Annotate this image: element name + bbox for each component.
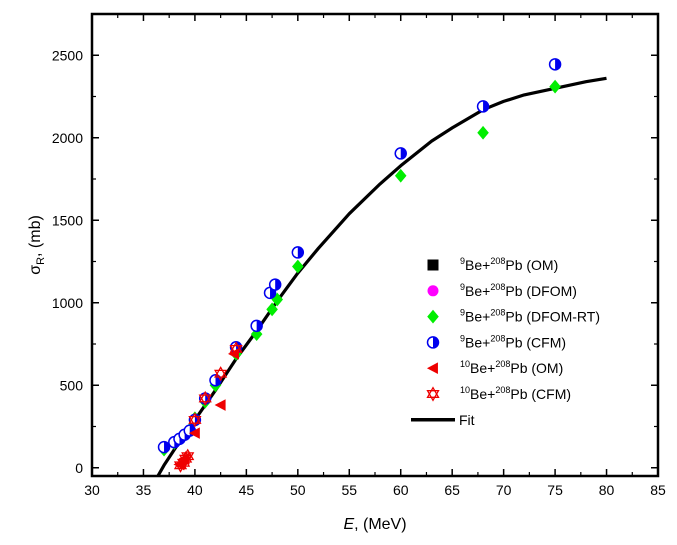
data-points-layer [157, 58, 562, 473]
x-axis-label-rest: , (MeV) [354, 516, 406, 533]
data-point-diamond [266, 302, 278, 317]
data-point-half-circle [394, 147, 407, 160]
y-axis-label-rest: , (mb) [27, 215, 44, 257]
legend-text: Be+ [465, 257, 490, 273]
data-point-star-of-david [198, 390, 212, 407]
x-tick-label: 35 [136, 482, 152, 498]
y-tick-label: 1500 [52, 212, 83, 228]
legend-item: 9Be+208Pb (DFOM) [427, 282, 577, 299]
legend-marker-star-of-david [426, 386, 440, 402]
data-point-half-circle [268, 278, 282, 291]
legend-text: Pb (DFOM) [505, 283, 577, 299]
legend: 9Be+208Pb (OM)9Be+208Pb (DFOM)9Be+208Pb … [411, 256, 600, 428]
data-point-triangle-left [227, 348, 239, 360]
legend-label: 9Be+208Pb (DFOM) [460, 282, 577, 299]
legend-sup: 9 [460, 256, 465, 266]
x-tick-label: 75 [547, 482, 563, 498]
data-point-diamond [549, 79, 561, 94]
legend-label: 10Be+208Pb (CFM) [460, 385, 571, 402]
legend-sup: 208 [490, 308, 505, 318]
data-point-diamond [394, 168, 407, 183]
legend-text: Be+ [465, 309, 490, 325]
legend-label: 9Be+208Pb (OM) [460, 256, 558, 273]
legend-item: 9Be+208Pb (CFM) [426, 333, 566, 350]
legend-sup: 208 [495, 359, 510, 369]
legend-sup: 9 [460, 333, 465, 343]
legend-item: 10Be+208Pb (OM) [426, 359, 563, 376]
y-tick-label: 500 [60, 377, 84, 393]
legend-label: 9Be+208Pb (CFM) [460, 333, 566, 350]
legend-marker-diamond [427, 309, 439, 324]
x-tick-label: 60 [393, 482, 409, 498]
plot-frame [90, 12, 660, 478]
data-point-triangle-left [188, 427, 200, 439]
legend-marker-triangle-left [426, 362, 438, 374]
data-point-star-of-david [214, 366, 228, 382]
legend-label: 10Be+208Pb (OM) [460, 359, 563, 376]
data-point-triangle-left [214, 399, 226, 411]
legend-text: Be+ [470, 386, 495, 402]
tick-layer: 30 35 40 45 50 55 60 65 70 75 80 85 0 500 1000 1500 2000… [52, 14, 666, 498]
legend-label: 9Be+208Pb (DFOM-RT) [460, 308, 600, 325]
legend-marker-square [427, 259, 439, 271]
legend-item: 9Be+208Pb (DFOM-RT) [427, 308, 600, 325]
legend-sup: 9 [460, 282, 465, 292]
x-tick-label: 30 [84, 482, 100, 498]
legend-sup: 208 [490, 256, 505, 266]
legend-sup: 10 [460, 385, 470, 395]
x-axis-label-main: E [343, 516, 354, 533]
data-point-half-circle [157, 440, 171, 454]
legend-sup: 9 [460, 308, 465, 318]
legend-text: Pb (OM) [510, 360, 563, 376]
data-point-diamond [477, 125, 489, 140]
y-axis-label-sub: R [35, 257, 47, 265]
data-point-half-circle [291, 246, 305, 259]
data-point-star-of-david [181, 448, 195, 464]
legend-text: Pb (DFOM-RT) [505, 309, 600, 325]
legend-text: Be+ [465, 334, 490, 350]
data-point-star-of-david [229, 341, 243, 357]
x-tick-label: 85 [650, 482, 666, 498]
legend-sup: 10 [460, 359, 470, 369]
fit-curve-layer [156, 76, 607, 476]
y-tick-label: 0 [75, 460, 83, 476]
y-tick-label: 2500 [52, 47, 83, 63]
legend-sup: 208 [490, 333, 505, 343]
x-axis-label: E, (MeV) [343, 516, 406, 533]
y-tick-label: 1000 [52, 295, 83, 311]
legend-item: Fit [411, 412, 475, 428]
x-tick-label: 55 [341, 482, 357, 498]
legend-sup: 208 [490, 282, 505, 292]
legend-item: 9Be+208Pb (OM) [427, 256, 558, 273]
axis-labels: E, (MeV) σR, (mb) [27, 215, 407, 533]
x-tick-label: 45 [239, 482, 255, 498]
legend-marker-circle [427, 285, 439, 297]
legend-text: Be+ [465, 283, 490, 299]
x-tick-label: 40 [187, 482, 203, 498]
data-point-half-circle [548, 58, 562, 71]
y-tick-label: 2000 [52, 130, 83, 146]
data-point-diamond [292, 259, 304, 274]
legend-marker-half-circle [426, 336, 440, 349]
legend-sup: 208 [495, 385, 510, 395]
data-point-half-circle [476, 100, 490, 113]
legend-text: Fit [459, 412, 475, 428]
fit-curve [156, 76, 607, 476]
legend-text: Pb (CFM) [510, 386, 571, 402]
legend-text: Pb (CFM) [505, 334, 566, 350]
x-tick-label: 70 [496, 482, 512, 498]
y-axis-label-main: σ [27, 265, 44, 275]
x-tick-label: 50 [290, 482, 306, 498]
x-tick-label: 80 [599, 482, 615, 498]
data-point-half-circle [250, 319, 263, 333]
legend-label: Fit [459, 412, 475, 428]
legend-text: Be+ [470, 360, 495, 376]
data-point-star-of-david [188, 412, 202, 428]
legend-item: 10Be+208Pb (CFM) [426, 385, 571, 402]
x-tick-label: 65 [444, 482, 460, 498]
legend-text: Pb (OM) [505, 257, 558, 273]
y-axis-label: σR, (mb) [27, 215, 47, 275]
